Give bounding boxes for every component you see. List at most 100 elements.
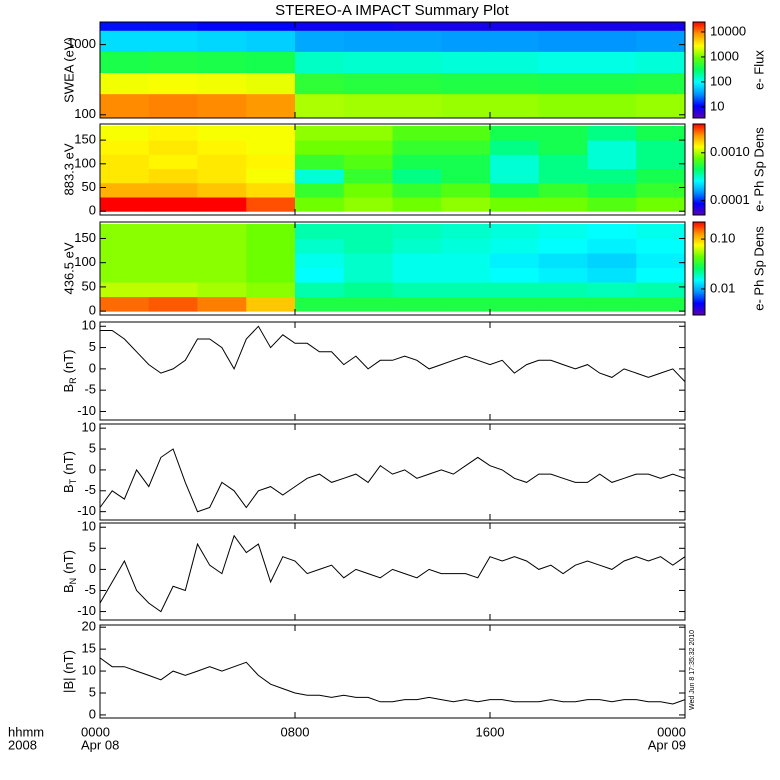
data-line <box>99 657 686 705</box>
colorbar <box>692 123 706 216</box>
spectrogram-cell <box>441 196 491 212</box>
y-axis-label: BT (nT) <box>61 451 78 493</box>
spectrogram-cell <box>295 51 345 74</box>
spectrogram-cell <box>587 51 637 74</box>
spectrogram-cell <box>587 30 637 52</box>
spectrogram-cell <box>148 93 198 119</box>
spectrogram-cell <box>538 196 588 212</box>
spectrogram-cell <box>100 30 150 52</box>
spectrogram-cell <box>343 196 393 212</box>
spectrogram-cell <box>100 253 150 269</box>
y-tick-label: 100 <box>74 155 96 170</box>
spectrogram-cell <box>392 282 442 298</box>
spectrogram-cell <box>636 238 686 254</box>
y-tick-label: 0 <box>89 303 96 318</box>
colorbar-tick-label: 0.10 <box>710 231 735 246</box>
spectrogram-cell <box>538 238 588 254</box>
spectrogram-cell <box>343 30 393 52</box>
y-axis-label-unit: (nT) <box>61 550 76 574</box>
spectrogram-cell <box>343 154 393 170</box>
spectrogram-cell <box>148 223 198 239</box>
spectrogram-cell <box>100 140 150 155</box>
spectrogram-cell <box>636 168 686 184</box>
y-tick-label: 10 <box>82 662 96 677</box>
spectrogram-cell <box>197 267 247 283</box>
data-line <box>100 325 686 383</box>
spectrogram-cell <box>490 125 540 141</box>
spectrogram-cell <box>441 72 491 95</box>
y-axis-label-unit: (nT) <box>61 349 76 373</box>
spectrogram-cell <box>343 182 393 198</box>
spectrogram-cell <box>538 125 588 141</box>
spectrogram-cell <box>636 223 686 239</box>
spectrogram-cell <box>343 296 393 312</box>
spectrogram-cell <box>538 282 588 298</box>
spectrogram-cell <box>246 267 296 283</box>
y-axis-label: 436.5 eV <box>61 242 76 294</box>
spectrogram-cell <box>441 253 491 269</box>
colorbar-tick-label: 0.0001 <box>710 192 750 207</box>
spectrogram-cell <box>392 238 442 254</box>
colorbar-label: e- Flux <box>751 50 766 90</box>
spectrogram-cell <box>636 93 686 119</box>
spectrogram-cell <box>490 30 540 52</box>
y-tick-label: 10 <box>82 519 96 534</box>
spectrogram-cell <box>343 223 393 239</box>
spectrogram-cell <box>100 196 150 212</box>
y-tick-label: -5 <box>84 582 96 597</box>
y-tick-label: 1000 <box>67 36 96 51</box>
spectrogram-cell <box>490 267 540 283</box>
spectrogram-cell <box>246 168 296 184</box>
spectrogram-cell <box>490 93 540 119</box>
spectrogram-cell <box>295 296 345 312</box>
spectrogram-cell <box>246 30 296 52</box>
spectrogram-cell <box>636 182 686 198</box>
spectrogram-cell <box>587 238 637 254</box>
y-tick-label: -10 <box>77 403 96 418</box>
data-line <box>99 534 686 613</box>
spectrogram-cell <box>148 125 198 141</box>
spectrogram-cell <box>197 72 247 95</box>
spectrogram-cell <box>197 140 247 155</box>
spectrogram-cell <box>441 182 491 198</box>
spectrogram-cell <box>490 72 540 95</box>
spectrogram-cell <box>100 125 150 141</box>
spectrogram-cell <box>441 267 491 283</box>
spectrogram-cell <box>148 168 198 184</box>
y-axis-label: BN (nT) <box>61 550 78 593</box>
spectrogram-cell <box>587 140 637 155</box>
spectrogram-cell <box>392 140 442 155</box>
spectrogram-cell <box>343 238 393 254</box>
year: 2008 <box>8 737 37 752</box>
spectrogram-cell <box>100 93 150 119</box>
spectrogram-cell <box>100 238 150 254</box>
spectrogram-cell <box>392 182 442 198</box>
y-tick-label: 150 <box>74 132 96 147</box>
panel-frame <box>99 321 686 421</box>
y-tick-label: 20 <box>82 619 96 634</box>
spectrogram-cell <box>392 51 442 74</box>
y-tick-label: -10 <box>77 603 96 618</box>
spectrogram-cell <box>197 125 247 141</box>
spectrogram-cell <box>246 22 296 31</box>
spectrogram-cell <box>197 238 247 254</box>
y-tick-label: 0 <box>89 360 96 375</box>
y-tick-label: 0 <box>89 203 96 218</box>
spectrogram-cell <box>197 30 247 52</box>
spectrogram-cell <box>587 182 637 198</box>
spectrogram-cell <box>441 223 491 239</box>
spectrogram-cell <box>392 168 442 184</box>
spectrogram-cell <box>587 22 637 31</box>
spectrogram-cell <box>246 253 296 269</box>
spectrogram-cell <box>538 154 588 170</box>
spectrogram-cell <box>441 154 491 170</box>
spectrogram-cell <box>343 51 393 74</box>
y-tick-label: 150 <box>74 230 96 245</box>
time-unit: hhmm <box>8 724 44 739</box>
spectrogram-cell <box>441 168 491 184</box>
y-axis-label: 883.3 eV <box>61 143 76 195</box>
spectrogram-cell <box>148 253 198 269</box>
spectrogram-cell <box>343 125 393 141</box>
panel-frame <box>99 522 686 621</box>
spectrogram-cell <box>148 22 198 31</box>
